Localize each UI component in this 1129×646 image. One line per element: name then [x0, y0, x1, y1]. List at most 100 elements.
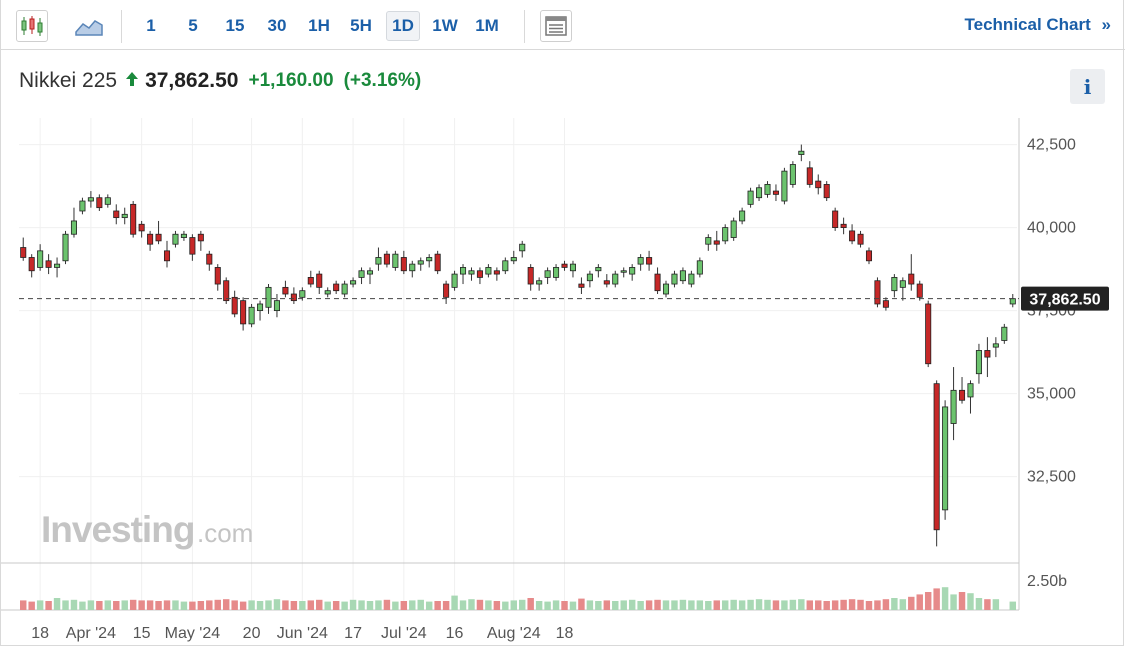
candle-body-down [476, 270, 483, 278]
candle-body-down [654, 273, 661, 292]
volume-bar [28, 601, 35, 610]
candle-body-down [231, 296, 238, 315]
candle [984, 337, 991, 378]
candle [350, 277, 357, 288]
candle [798, 144, 805, 162]
candle-body-down [45, 260, 52, 268]
volume-bar [544, 601, 551, 610]
candle [341, 280, 348, 298]
volume-bar [848, 599, 856, 610]
x-tick-label: Jul '24 [381, 625, 427, 642]
candle-body-up [104, 197, 111, 205]
candle [79, 197, 86, 215]
candle [544, 267, 551, 285]
quote-header: Nikkei 225 37,862.50 +1,160.00 (+3.16%) [19, 68, 431, 94]
volume-bar [967, 593, 974, 610]
candle [722, 224, 729, 245]
candle [214, 264, 221, 291]
candle-body-down [772, 190, 779, 195]
candle-body-down [163, 250, 171, 262]
candle [248, 303, 255, 328]
candle [578, 277, 585, 295]
volume-bar [349, 599, 357, 610]
candle-body-up [417, 260, 424, 265]
interval-1m-button[interactable]: 1M [475, 16, 499, 35]
volume-bar [442, 601, 450, 610]
interval-1w-button[interactable]: 1W [432, 16, 458, 35]
candle-body-up [257, 303, 264, 312]
interval-1h-button[interactable]: 1H [308, 16, 330, 35]
candle-body-up [595, 267, 602, 272]
candle [882, 297, 889, 311]
candle-body-down [603, 280, 610, 285]
candle [426, 254, 433, 268]
candle-body-up [121, 213, 128, 219]
volume-bar [214, 599, 221, 610]
candle [476, 267, 483, 285]
volume-bar [933, 588, 940, 610]
candle [637, 254, 644, 271]
volume-bar [755, 599, 763, 610]
candle [646, 250, 653, 271]
candle [705, 234, 712, 251]
candle-body-up [662, 283, 670, 295]
layout-icon[interactable] [540, 10, 572, 42]
candle [629, 264, 636, 281]
candle [789, 161, 796, 188]
volume-bar [256, 601, 264, 610]
candle [138, 220, 145, 238]
interval-15-button[interactable]: 15 [225, 16, 245, 35]
interval-5h-button[interactable]: 5H [350, 16, 372, 35]
interval-1d-button[interactable]: 1D [386, 11, 420, 41]
candle [942, 400, 949, 520]
candle [324, 287, 331, 298]
interval-5-button[interactable]: 5 [188, 16, 198, 35]
candle [781, 167, 788, 205]
candle [400, 250, 407, 275]
candle-body-up [781, 170, 788, 202]
candle [595, 264, 602, 278]
technical-chart-link[interactable]: Technical Chart » [965, 15, 1111, 35]
price-chart[interactable]: Investing .com 32,50035,00037,50040,0004… [1, 118, 1125, 646]
candle [366, 267, 374, 285]
volume-bar [113, 601, 120, 610]
volume-bar [738, 600, 746, 610]
volume-bar [146, 600, 154, 610]
interval-30-button[interactable]: 30 [267, 16, 287, 35]
volume-bar [290, 601, 298, 610]
candle-body-up [730, 220, 737, 238]
candle-body-up [739, 210, 746, 222]
volume-bar [79, 601, 86, 610]
candle-body-down [882, 300, 889, 308]
candle [333, 280, 340, 295]
x-tick-label: 18 [556, 625, 574, 642]
interval-1-button[interactable]: 1 [146, 16, 156, 35]
candle [282, 280, 289, 298]
volume-bar [781, 600, 788, 610]
volume-bar [891, 598, 898, 610]
technical-chart-label: Technical Chart [964, 15, 1091, 34]
candle-body-down [925, 303, 932, 365]
candle [197, 230, 204, 251]
candle-body-up [764, 184, 771, 195]
volume-bar [282, 600, 289, 610]
volume-bar [96, 601, 103, 610]
candle [519, 240, 526, 258]
volume-bar [222, 599, 230, 610]
candle [307, 270, 314, 288]
info-icon[interactable]: i [1070, 69, 1105, 104]
candle [493, 267, 500, 281]
volume-bar [248, 600, 255, 610]
candle [739, 207, 746, 225]
volume-bar [341, 601, 348, 610]
candle [756, 184, 763, 202]
candle-body-up [70, 220, 77, 235]
candle [849, 224, 856, 245]
candle [451, 270, 458, 291]
area-chart-icon[interactable] [73, 10, 105, 42]
volume-bar [383, 599, 391, 610]
candle [671, 270, 678, 288]
candle-body-down [307, 277, 314, 285]
volume-bar [645, 600, 653, 610]
candlestick-icon[interactable] [16, 10, 48, 42]
